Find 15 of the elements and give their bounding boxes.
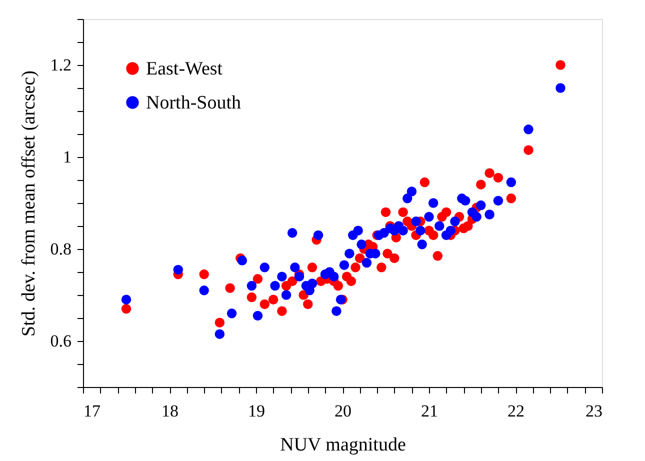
x-axis-title: NUV magnitude xyxy=(280,434,406,456)
y-tick-label: 0.8 xyxy=(50,240,72,258)
x-tick-label: 17 xyxy=(84,402,101,420)
x-tick-label: 18 xyxy=(162,402,178,420)
x-tick-label: 23 xyxy=(586,402,602,420)
legend-label: North-South xyxy=(146,92,242,114)
y-tick-label: 1.2 xyxy=(50,56,72,74)
legend-label: East-West xyxy=(146,58,224,80)
y-tick-label: 1 xyxy=(63,148,72,166)
x-tick-label: 20 xyxy=(334,402,352,420)
y-tick-label: 0.6 xyxy=(50,332,72,350)
x-tick-label: 19 xyxy=(248,402,265,420)
x-tick-label: 21 xyxy=(421,402,438,420)
y-axis-title: Std. dev. from mean offset (arcsec) xyxy=(18,70,40,336)
x-tick-label: 22 xyxy=(508,402,524,420)
